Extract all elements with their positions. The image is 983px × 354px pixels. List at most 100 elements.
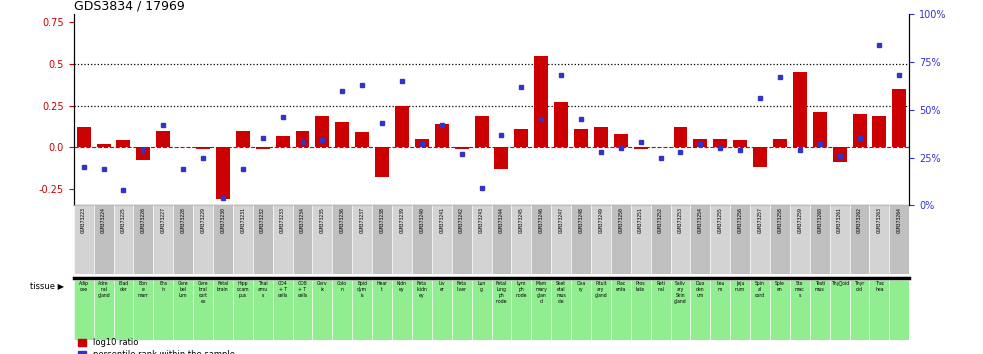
Bar (690, 14, 711, 205)
Bar (591, 205, 610, 274)
Bar (514, 129, 528, 147)
Bar (113, 14, 134, 205)
Text: Saliv
ary
Skin
gland: Saliv ary Skin gland (674, 281, 687, 304)
Text: Spin
al
cord: Spin al cord (755, 281, 765, 298)
Text: GSM373253: GSM373253 (678, 207, 683, 233)
Bar (852, 114, 866, 147)
Bar (272, 280, 293, 340)
Text: GSM373228: GSM373228 (181, 207, 186, 233)
Text: GSM373241: GSM373241 (439, 207, 444, 233)
Text: GSM373263: GSM373263 (877, 207, 882, 233)
Bar (153, 205, 173, 274)
Text: Adre
nal
gland: Adre nal gland (97, 281, 110, 298)
Text: GSM373252: GSM373252 (658, 207, 664, 233)
Bar (253, 280, 272, 340)
Bar (113, 205, 134, 274)
Bar (74, 280, 93, 340)
Bar (335, 122, 349, 147)
Bar (193, 14, 213, 205)
Bar (571, 280, 591, 340)
Text: GSM373257: GSM373257 (758, 207, 763, 233)
Text: GSM373224: GSM373224 (101, 207, 106, 233)
Text: Blad
der: Blad der (118, 281, 129, 292)
Bar (830, 14, 849, 205)
Bar (873, 115, 887, 147)
Text: Liv
er: Liv er (438, 281, 445, 292)
Text: Plac
enta: Plac enta (615, 281, 626, 292)
Bar (613, 134, 628, 147)
Text: GSM373251: GSM373251 (638, 207, 643, 233)
Bar (890, 280, 909, 340)
Bar (392, 14, 412, 205)
Text: Cere
bel
lum: Cere bel lum (178, 281, 189, 298)
Text: Feta
liver: Feta liver (457, 281, 467, 292)
Text: Jeju
num: Jeju num (735, 281, 745, 292)
Bar (571, 14, 591, 205)
Bar (134, 280, 153, 340)
Bar (551, 280, 571, 340)
Text: GSM373261: GSM373261 (838, 207, 842, 233)
Text: GSM373248: GSM373248 (579, 207, 584, 233)
Bar (730, 280, 750, 340)
Bar (313, 14, 332, 205)
Text: GSM373239: GSM373239 (399, 207, 404, 233)
Text: Bon
e
marr: Bon e marr (138, 281, 148, 298)
Bar (472, 14, 492, 205)
Bar (610, 205, 631, 274)
Bar (531, 205, 551, 274)
Bar (173, 280, 193, 340)
Text: Pros
tate: Pros tate (636, 281, 646, 292)
Bar (352, 205, 373, 274)
Bar (395, 105, 409, 147)
Bar (690, 205, 711, 274)
Bar (134, 205, 153, 274)
Bar (93, 280, 113, 340)
Bar (813, 112, 827, 147)
Text: Mam
mary
glan
d: Mam mary glan d (536, 281, 548, 304)
Bar (810, 280, 830, 340)
Bar (412, 280, 432, 340)
Text: Testi
mus: Testi mus (815, 281, 825, 292)
Text: GSM373247: GSM373247 (558, 207, 563, 233)
Bar (673, 127, 687, 147)
Text: GSM373249: GSM373249 (599, 207, 604, 233)
Bar (475, 115, 489, 147)
Bar (77, 127, 90, 147)
Text: GSM373258: GSM373258 (778, 207, 782, 233)
Bar (551, 205, 571, 274)
Bar (213, 205, 233, 274)
Bar (890, 14, 909, 205)
Bar (412, 205, 432, 274)
Bar (770, 14, 790, 205)
Text: GSM373227: GSM373227 (161, 207, 166, 233)
Bar (574, 129, 588, 147)
Bar (293, 280, 313, 340)
Bar (750, 280, 770, 340)
Text: GSM373232: GSM373232 (260, 207, 265, 233)
Text: GSM373243: GSM373243 (479, 207, 484, 233)
Text: Duo
den
um: Duo den um (696, 281, 705, 298)
Bar (770, 280, 790, 340)
Bar (790, 205, 810, 274)
Legend: log10 ratio, percentile rank within the sample: log10 ratio, percentile rank within the … (78, 338, 235, 354)
Bar (631, 14, 651, 205)
Bar (810, 205, 830, 274)
Bar (253, 14, 272, 205)
Text: GSM373259: GSM373259 (797, 207, 802, 233)
Bar (531, 14, 551, 205)
Bar (313, 205, 332, 274)
Bar (332, 14, 352, 205)
Bar (376, 147, 389, 177)
Text: GDS3834 / 17969: GDS3834 / 17969 (74, 0, 185, 13)
Bar (293, 14, 313, 205)
Text: Colo
n: Colo n (337, 281, 347, 292)
Text: GSM373231: GSM373231 (240, 207, 246, 233)
Bar (770, 205, 790, 274)
Bar (492, 14, 511, 205)
Text: GSM373250: GSM373250 (618, 207, 623, 233)
Text: Fetal
brain: Fetal brain (217, 281, 229, 292)
Text: GSM373236: GSM373236 (340, 207, 345, 233)
Text: CD8
+ T
cells: CD8 + T cells (298, 281, 308, 298)
Bar (670, 205, 690, 274)
Bar (233, 14, 253, 205)
